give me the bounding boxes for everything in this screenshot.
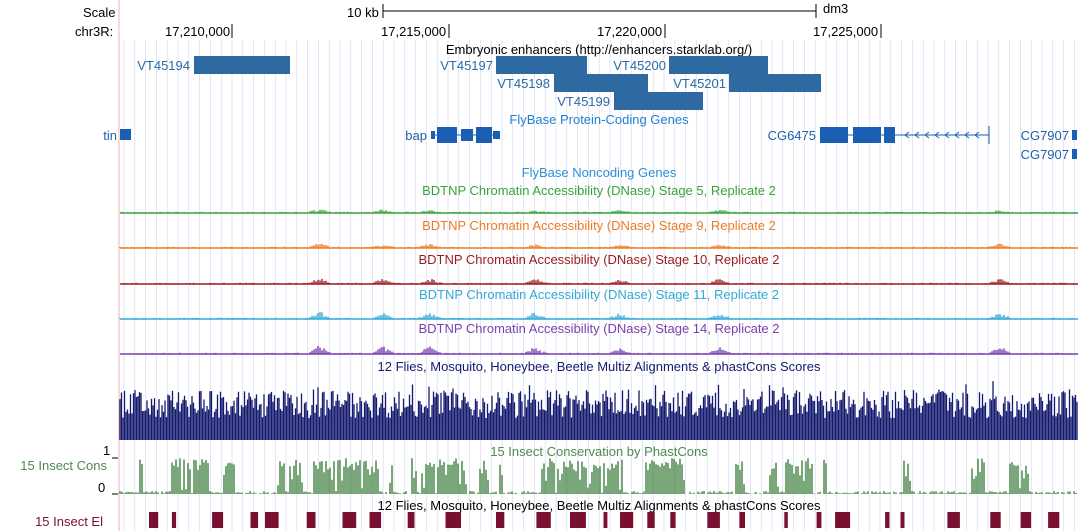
gene-tin[interactable]: [120, 129, 131, 140]
dnase-stage5-title: BDTNP Chromatin Accessibility (DNase) St…: [422, 183, 776, 198]
enhancer-label-VT45200[interactable]: VT45200: [613, 58, 666, 73]
gene-label-tin[interactable]: tin: [103, 128, 117, 143]
enhancer-VT45200[interactable]: [669, 56, 768, 74]
dnase-stage11-title: BDTNP Chromatin Accessibility (DNase) St…: [419, 287, 779, 302]
gene-bap[interactable]: [431, 127, 500, 143]
gene-CG6475[interactable]: [820, 126, 990, 144]
gene-CG7907-1[interactable]: [1072, 130, 1077, 140]
gene-CG7907-2[interactable]: [1072, 149, 1077, 159]
protein-coding-track-title: FlyBase Protein-Coding Genes: [509, 112, 689, 127]
dnase-stage14-title: BDTNP Chromatin Accessibility (DNase) St…: [418, 321, 779, 336]
dnase-stage9-signal[interactable]: [119, 243, 1078, 249]
phastcons-track-title: 15 Insect Conservation by PhastCons: [490, 444, 708, 459]
ruler-position-3: 17,220,000: [597, 24, 662, 39]
ruler-position-1: 17,210,000: [165, 24, 230, 39]
multiz-track-title: 12 Flies, Mosquito, Honeybee, Beetle Mul…: [378, 359, 821, 374]
phastcons-signal[interactable]: [119, 458, 1077, 494]
noncoding-track-title: FlyBase Noncoding Genes: [522, 165, 677, 180]
enhancer-VT45198[interactable]: [554, 74, 648, 92]
dnase-stage11-signal[interactable]: [119, 311, 1078, 320]
enhancers-track-title: Embryonic enhancers (http://enhancers.st…: [446, 42, 752, 57]
phastcons-side-label[interactable]: 15 Insect Cons: [20, 458, 107, 473]
phastcons-axis-max: 1: [103, 443, 110, 458]
gene-label-CG7907-1[interactable]: CG7907: [1021, 128, 1069, 143]
dnase-stage9-title: BDTNP Chromatin Accessibility (DNase) St…: [422, 218, 776, 233]
enhancer-label-VT45198[interactable]: VT45198: [497, 76, 550, 91]
elements-track-title: 12 Flies, Mosquito, Honeybee, Beetle Mul…: [378, 498, 821, 513]
enhancer-label-VT45201[interactable]: VT45201: [673, 76, 726, 91]
conserved-elements-track[interactable]: [149, 512, 1060, 528]
enhancer-label-VT45194[interactable]: VT45194: [137, 58, 190, 73]
multiz-conservation-signal[interactable]: [119, 381, 1078, 440]
ruler-position-4: 17,225,000: [813, 24, 878, 39]
enhancer-features: [194, 56, 821, 110]
scale-value: 10 kb: [347, 5, 379, 20]
dnase-stage14-signal[interactable]: [120, 346, 1078, 355]
dnase-stage10-title: BDTNP Chromatin Accessibility (DNase) St…: [418, 252, 779, 267]
grid-lines: [123, 40, 1075, 531]
chrom-label: chr3R:: [75, 24, 113, 39]
enhancer-label-VT45197[interactable]: VT45197: [440, 58, 493, 73]
gene-label-CG6475[interactable]: CG6475: [768, 128, 816, 143]
enhancer-VT45201[interactable]: [729, 74, 821, 92]
enhancer-VT45194[interactable]: [194, 56, 290, 74]
gene-label-CG7907-2[interactable]: CG7907: [1021, 147, 1069, 162]
enhancer-label-VT45199[interactable]: VT45199: [557, 94, 610, 109]
phastcons-axis-min: 0: [98, 480, 105, 495]
dnase-stage10-signal[interactable]: [120, 278, 1078, 285]
ruler-ticks: [119, 24, 1078, 38]
scale-label: Scale: [83, 5, 116, 20]
ruler-position-2: 17,215,000: [381, 24, 446, 39]
elements-side-label[interactable]: 15 Insect El: [35, 514, 103, 529]
gene-label-bap[interactable]: bap: [405, 128, 427, 143]
scale-bar: [382, 4, 817, 18]
enhancer-VT45197[interactable]: [496, 56, 587, 74]
enhancer-VT45199[interactable]: [614, 92, 703, 110]
dnase-stage5-signal[interactable]: [120, 209, 1078, 214]
assembly-label: dm3: [823, 1, 848, 16]
